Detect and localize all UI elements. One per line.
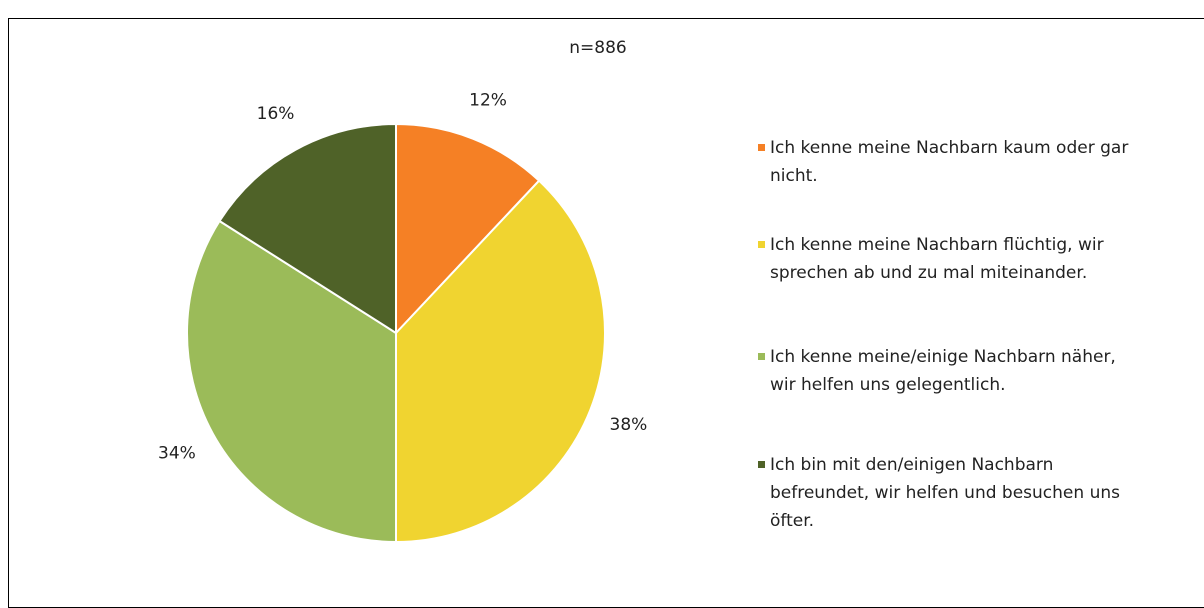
data-label: 34% <box>158 443 196 463</box>
legend-swatch <box>758 353 765 360</box>
pie-slice <box>218 122 397 335</box>
data-label: 38% <box>610 415 648 435</box>
legend-label: Ich kenne meine Nachbarn kaum oder gar n… <box>770 138 1129 186</box>
legend-item: Ich kenne meine Nachbarn flüchtig, wir s… <box>758 231 1138 287</box>
legend-swatch <box>758 241 765 248</box>
legend-swatch <box>758 461 765 468</box>
legend-item: Ich kenne meine Nachbarn kaum oder gar n… <box>758 134 1138 190</box>
pie-slice <box>186 219 397 544</box>
legend-swatch <box>758 144 765 151</box>
legend-label: Ich kenne meine/einige Nachbarn näher, w… <box>770 347 1116 395</box>
chart-subtitle: n=886 <box>569 38 626 58</box>
pie-slice <box>395 179 606 544</box>
legend-label: Ich bin mit den/einigen Nachbarn befreun… <box>770 455 1120 531</box>
data-label: 16% <box>257 104 295 124</box>
data-label: 12% <box>469 91 507 111</box>
pie-slice <box>395 122 541 336</box>
legend-item: Ich bin mit den/einigen Nachbarn befreun… <box>758 451 1138 535</box>
legend-label: Ich kenne meine Nachbarn flüchtig, wir s… <box>770 235 1104 283</box>
legend-item: Ich kenne meine/einige Nachbarn näher, w… <box>758 343 1138 399</box>
